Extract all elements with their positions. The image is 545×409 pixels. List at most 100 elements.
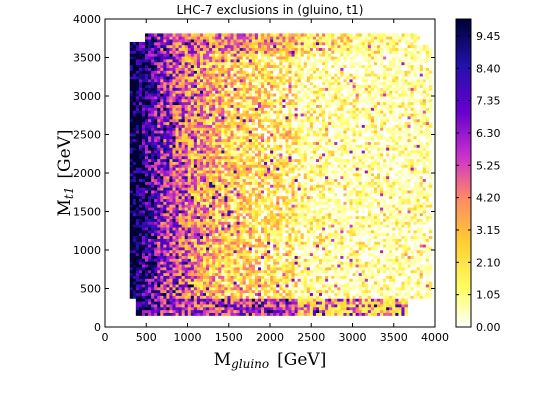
heatmap-cell (264, 192, 268, 197)
heatmap-cell (218, 306, 222, 311)
heatmap-cell (203, 118, 207, 123)
heatmap-cell (148, 309, 152, 313)
heatmap-cell (233, 84, 237, 88)
heatmap-cell (145, 295, 149, 299)
heatmap-cell (224, 78, 228, 83)
heatmap-cell (203, 227, 207, 231)
heatmap-cell (239, 53, 244, 57)
heatmap-cell (154, 306, 158, 311)
heatmap-cell (196, 36, 201, 40)
heatmap-cell (227, 61, 231, 66)
heatmap-cell (203, 36, 207, 40)
heatmap-cell (248, 190, 253, 194)
heatmap-cell (212, 264, 216, 268)
heatmap-cell (172, 255, 176, 259)
heatmap-cell (148, 184, 152, 188)
heatmap-cell (248, 61, 253, 66)
heatmap-cell (181, 76, 186, 80)
heatmap-cell (160, 64, 164, 68)
heatmap-cell (212, 281, 216, 285)
heatmap-cell (282, 304, 286, 308)
heatmap-cell (227, 184, 231, 188)
heatmap-cell (193, 286, 198, 291)
heatmap-cell (273, 261, 277, 265)
heatmap-cell (273, 309, 277, 313)
heatmap-cell (215, 210, 219, 214)
heatmap-cell (224, 229, 228, 234)
heatmap-cell (135, 258, 140, 262)
heatmap-cell (172, 41, 176, 46)
heatmap-cell (145, 158, 149, 162)
heatmap-cell (138, 167, 143, 171)
heatmap-cell (242, 190, 247, 194)
heatmap-cell (282, 247, 286, 251)
heatmap-cell (145, 306, 149, 311)
heatmap-cell (248, 170, 253, 174)
heatmap-cell (157, 70, 161, 74)
heatmap-cell (135, 207, 140, 211)
heatmap-cell (206, 261, 210, 265)
heatmap-cell (154, 161, 158, 165)
heatmap-cell (215, 76, 219, 80)
heatmap-cell (257, 198, 262, 202)
heatmap-cell (233, 78, 237, 83)
heatmap-cell (279, 135, 283, 140)
heatmap-cell (218, 36, 222, 40)
heatmap-cell (270, 201, 274, 205)
heatmap-cell (169, 244, 173, 248)
heatmap-cell (248, 275, 253, 279)
heatmap-cell (248, 147, 253, 151)
heatmap-cell (181, 295, 186, 299)
heatmap-cell (138, 101, 143, 106)
heatmap-cell (276, 41, 280, 46)
heatmap-cell (181, 61, 186, 66)
heatmap-cell (203, 235, 207, 239)
heatmap-cell (193, 295, 198, 299)
heatmap-cell (169, 309, 173, 313)
heatmap-cell (148, 278, 152, 282)
heatmap-cell (282, 227, 286, 231)
heatmap-cell (181, 155, 186, 160)
heatmap-cell (276, 147, 280, 151)
heatmap-cell (157, 286, 161, 291)
heatmap-cell (257, 178, 262, 182)
heatmap-cell (251, 272, 256, 276)
heatmap-cell (264, 224, 268, 228)
heatmap-cell (175, 138, 179, 143)
heatmap-cell (184, 241, 189, 245)
heatmap-cell (264, 135, 268, 140)
heatmap-cell (181, 164, 186, 168)
heatmap-cell (157, 184, 161, 188)
heatmap-cell (129, 41, 134, 46)
heatmap-cell (270, 107, 274, 111)
heatmap-cell (270, 47, 274, 51)
heatmap-cell (178, 187, 183, 191)
heatmap-cell (224, 144, 228, 148)
heatmap-cell (148, 255, 152, 259)
heatmap-cell (203, 116, 207, 120)
heatmap-cell (209, 306, 213, 311)
heatmap-cell (245, 178, 250, 182)
heatmap-cell (181, 232, 186, 237)
heatmap-cell (279, 286, 283, 291)
heatmap-cell (236, 224, 241, 228)
heatmap-cell (129, 232, 134, 237)
heatmap-cell (196, 238, 201, 242)
heatmap-cell (242, 150, 247, 154)
heatmap-cell (227, 73, 231, 77)
heatmap-cell (264, 50, 268, 54)
heatmap-cell (169, 306, 173, 311)
heatmap-cell (261, 98, 265, 103)
heatmap-cell (184, 175, 189, 180)
heatmap-cell (230, 124, 234, 128)
heatmap-cell (141, 210, 146, 214)
heatmap-cell (248, 164, 253, 168)
heatmap-cell (239, 272, 244, 276)
heatmap-cell (169, 286, 173, 291)
heatmap-cell (169, 292, 173, 296)
heatmap-cell (267, 298, 271, 302)
heatmap-cell (187, 204, 192, 208)
heatmap-cell (267, 295, 271, 299)
heatmap-cell (148, 241, 152, 245)
heatmap-cell (193, 67, 198, 71)
